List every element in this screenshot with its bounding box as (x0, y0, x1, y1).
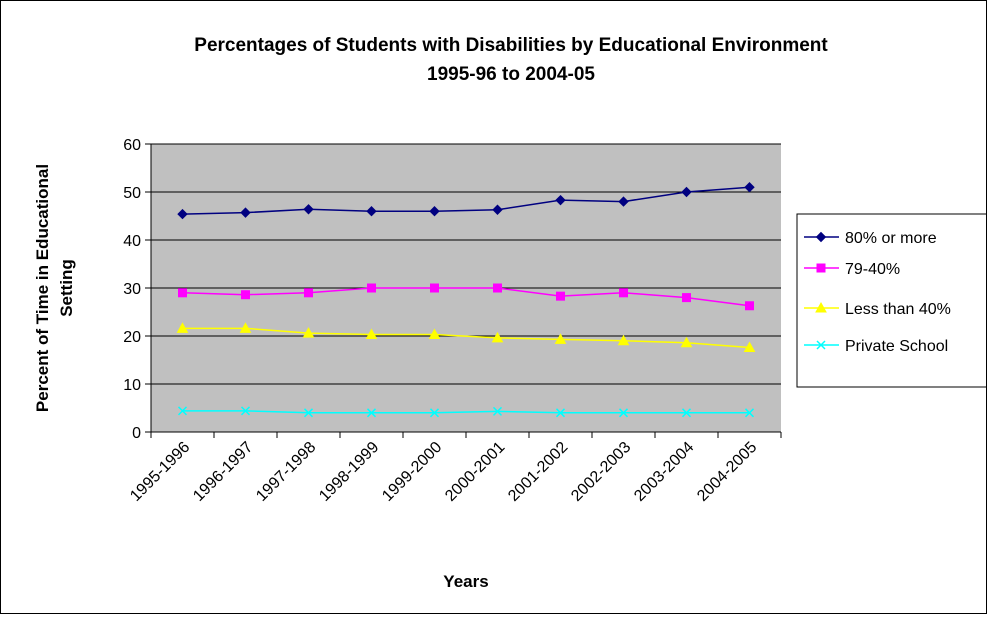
x-tick-label: 1996-1997 (190, 439, 256, 505)
legend-items: 80% or more 79-40% Less than 40% Private Sc… (804, 230, 951, 355)
x-tick-label: 1998-1999 (316, 439, 382, 505)
data-point (619, 288, 628, 298)
data-point (365, 328, 378, 340)
data-point (367, 283, 376, 293)
data-point (493, 283, 502, 293)
data-point (241, 290, 250, 300)
data-point (618, 408, 629, 418)
series-79-40 (178, 283, 754, 311)
legend-label: 79-40% (845, 261, 900, 278)
data-point (492, 406, 503, 416)
data-point (492, 204, 503, 215)
x-tick-label: 2000-2001 (442, 439, 508, 505)
data-point (681, 408, 692, 418)
data-point (816, 263, 826, 273)
series-private-school (177, 406, 755, 418)
y-tick-label: 40 (123, 233, 141, 250)
data-point (617, 334, 630, 346)
legend-entry: 79-40% (804, 261, 900, 278)
data-point (815, 231, 827, 243)
data-point (618, 196, 629, 207)
data-point (745, 301, 754, 311)
x-tick-label: 2002-2003 (568, 439, 634, 505)
legend-label: Less than 40% (845, 301, 951, 318)
data-point (303, 408, 314, 418)
legend-entry: 80% or more (804, 230, 937, 247)
y-axis-ticks: 0 10 20 30 40 50 60 (123, 137, 151, 442)
data-point (744, 408, 755, 418)
data-point (555, 194, 566, 206)
chart-subtitle: 1995-96 to 2004-05 (427, 64, 595, 85)
legend-box (796, 213, 987, 388)
x-tick-label: 2003-2004 (631, 439, 697, 505)
data-point (815, 301, 827, 313)
x-tick-label: 1995-1996 (127, 439, 193, 505)
data-point (178, 288, 187, 298)
series-layer (176, 181, 756, 418)
series-line (182, 287, 750, 307)
data-point (491, 331, 504, 343)
data-point (240, 207, 251, 218)
data-point (366, 205, 377, 217)
x-tick-label: 2001-2002 (505, 439, 571, 505)
data-point (681, 186, 692, 198)
x-axis-title: Years (443, 572, 488, 591)
series-80-or-more (177, 181, 755, 220)
data-point (744, 181, 755, 193)
x-tick-label: 1999-2000 (379, 439, 445, 505)
data-point (429, 408, 440, 418)
y-axis-title-line1: Percent of Time in Educational (33, 164, 52, 412)
data-point (177, 406, 188, 416)
data-point (556, 291, 565, 301)
data-point (428, 328, 441, 340)
y-tick-label: 20 (123, 329, 141, 346)
legend-entry: Private School (804, 338, 948, 355)
data-point (743, 341, 756, 353)
data-point (555, 408, 566, 418)
data-point (177, 208, 188, 220)
series-line (182, 186, 750, 215)
data-point (239, 322, 252, 333)
data-point (680, 336, 693, 348)
legend: 80% or more 79-40% Less than 40% Private Sc… (796, 213, 987, 388)
legend-label: 80% or more (845, 230, 937, 247)
data-point (302, 327, 315, 338)
data-point (176, 322, 189, 333)
x-tick-label: 2004-2005 (694, 439, 760, 505)
y-tick-label: 30 (123, 281, 141, 298)
y-tick-label: 50 (123, 185, 141, 202)
series-less-than-40 (176, 322, 756, 353)
data-point (430, 283, 439, 293)
data-point (554, 333, 567, 344)
y-tick-label: 0 (132, 425, 141, 442)
data-point (429, 205, 440, 217)
y-axis-title-line2: Setting (57, 259, 76, 317)
legend-label: Private School (845, 338, 948, 355)
series-line (182, 327, 750, 349)
data-point (816, 340, 826, 350)
x-axis-ticks: 1995-19961996-19971997-19981998-19991999… (127, 432, 782, 505)
data-point (366, 408, 377, 418)
chart-title: Percentages of Students with Disabilitie… (194, 35, 828, 56)
y-tick-label: 60 (123, 137, 141, 154)
data-point (304, 288, 313, 298)
data-point (682, 293, 691, 303)
data-point (303, 204, 314, 215)
y-tick-label: 10 (123, 377, 141, 394)
series-line (182, 410, 750, 414)
x-tick-label: 1997-1998 (253, 439, 319, 505)
data-point (240, 406, 251, 416)
legend-entry: Less than 40% (804, 301, 951, 318)
